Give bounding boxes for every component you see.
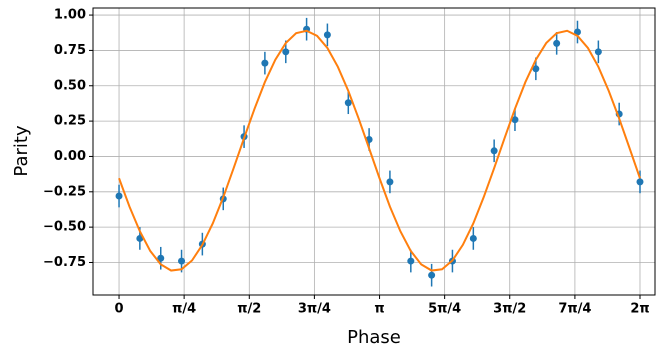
x-tick-label: 7π/4 [558, 302, 591, 317]
data-point [532, 65, 540, 73]
x-tick-label: π/4 [172, 302, 196, 317]
data-point [469, 234, 477, 242]
fit-line [118, 29, 641, 272]
x-tick-label: 5π/4 [428, 302, 461, 317]
y-tick-label: 0.00 [54, 149, 86, 164]
data-point [407, 257, 415, 265]
data-point [511, 116, 519, 124]
y-tick-label: 0.25 [54, 114, 86, 129]
x-tick-label: 3π/4 [298, 302, 331, 317]
data-point [386, 178, 394, 186]
data-point [323, 31, 331, 39]
x-axis-label: Phase [347, 327, 401, 348]
y-tick-label: 0.75 [54, 43, 86, 58]
data-point [136, 234, 144, 242]
data-point [594, 48, 602, 56]
data-point [261, 59, 269, 67]
x-tick-label: π/2 [237, 302, 261, 317]
y-tick-label: −0.75 [43, 255, 86, 270]
x-tick-label: 3π/2 [493, 302, 526, 317]
y-tick-label: 1.00 [54, 8, 86, 23]
data-point [553, 39, 561, 47]
y-tick-label: −0.25 [43, 184, 86, 199]
data-point [115, 192, 123, 200]
data-point [490, 147, 498, 155]
data-point [344, 99, 352, 107]
x-tick-label: 2π [630, 302, 649, 317]
data-point [282, 48, 290, 56]
data-point [157, 254, 165, 262]
y-tick-label: 0.50 [54, 78, 86, 93]
plot-frame [92, 7, 656, 296]
y-tick-label: −0.50 [43, 220, 86, 235]
x-tick-label: 0 [115, 302, 124, 317]
data-point [428, 271, 436, 279]
data-point [573, 28, 581, 36]
x-tick-label: π [374, 302, 384, 317]
data-point [178, 257, 186, 265]
y-axis-label: Parity [11, 125, 32, 177]
data-point [636, 178, 644, 186]
